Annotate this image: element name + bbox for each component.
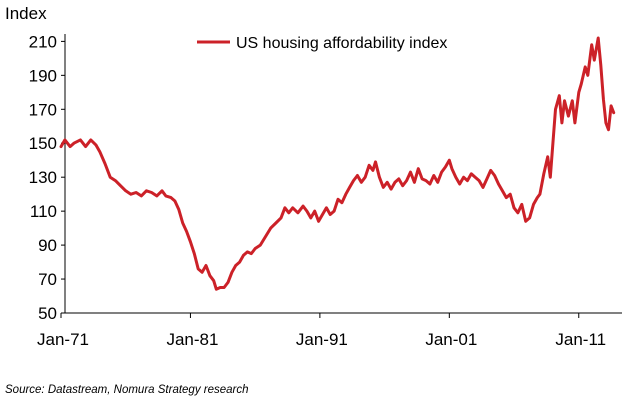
x-tick-label: Jan-81: [166, 330, 218, 349]
x-tick-label: Jan-71: [37, 330, 89, 349]
source-note: Source: Datastream, Nomura Strategy rese…: [5, 384, 249, 396]
x-tick-label: Jan-11: [555, 330, 606, 349]
y-tick-labels: 50 70 90 110 130 150 170 190 210: [29, 32, 57, 323]
legend: US housing affordability index: [197, 35, 447, 52]
y-tick-label: 170: [29, 100, 57, 119]
y-tick-label: 70: [38, 270, 57, 289]
y-tick-label: 190: [29, 66, 57, 85]
y-tick-label: 130: [29, 168, 57, 187]
y-axis-label: Index: [5, 4, 47, 23]
y-tick-label: 110: [30, 202, 57, 221]
y-tick-label: 90: [38, 236, 57, 255]
series-line-affordability: [59, 36, 616, 291]
x-tick-label: Jan-91: [296, 330, 348, 349]
legend-label: US housing affordability index: [236, 35, 447, 52]
x-tick-marks: [60, 313, 580, 318]
x-tick-labels: Jan-71 Jan-81 Jan-91 Jan-01 Jan-11: [37, 330, 606, 349]
y-tick-label: 150: [29, 134, 57, 153]
y-tick-label: 50: [38, 304, 57, 323]
x-tick-label: Jan-01: [425, 330, 477, 349]
y-tick-marks: [61, 40, 65, 314]
y-tick-label: 210: [29, 32, 57, 51]
